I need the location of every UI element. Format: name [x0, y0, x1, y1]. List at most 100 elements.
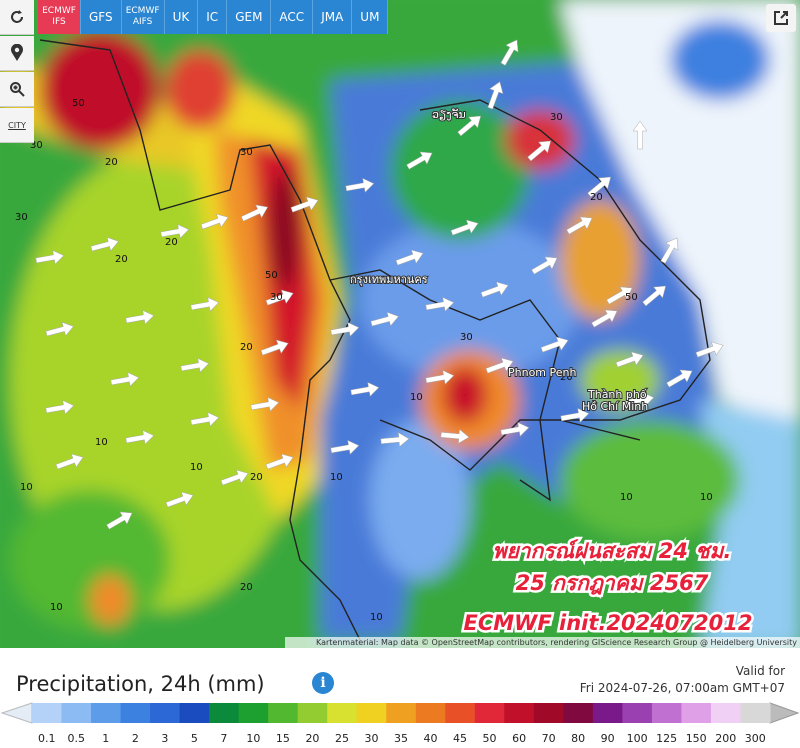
contour-label: 50: [625, 292, 638, 303]
location-button[interactable]: [0, 36, 34, 71]
wind-arrow: [90, 236, 119, 252]
wind-arrow: [660, 237, 679, 264]
wind-arrow: [250, 396, 280, 412]
scale-swatch: [120, 703, 151, 723]
scale-label: 100: [627, 732, 648, 745]
wind-arrow: [695, 341, 724, 358]
scale-swatch: [179, 703, 210, 723]
scale-label: 0.5: [68, 732, 86, 745]
place-label: Phnom Penh: [508, 366, 576, 379]
scale-swatch: [592, 703, 623, 723]
contour-labels: 30 50 20 30 20 20 10 10 20 30 50 30 10 20 10 20 10 10 30 30…: [15, 98, 713, 623]
contour-label: 30: [30, 140, 43, 151]
model-tab[interactable]: GEM: [227, 0, 272, 34]
model-tab[interactable]: UM: [352, 0, 389, 34]
scale-label: 150: [686, 732, 707, 745]
wind-arrow: [220, 469, 249, 486]
wind-arrow: [480, 281, 509, 298]
contour-label: 20: [250, 472, 263, 483]
scale-label: 40: [424, 732, 438, 745]
wind-arrow: [487, 81, 504, 110]
scale-arrow-left: [0, 702, 33, 724]
contour-label: 10: [700, 492, 713, 503]
scale-swatch: [563, 703, 594, 723]
contour-label: 10: [95, 437, 108, 448]
scale-swatch: [32, 703, 63, 723]
model-tab[interactable]: ACC: [271, 0, 314, 34]
info-button[interactable]: i: [312, 672, 334, 694]
scale-arrow-right: [769, 702, 800, 724]
wind-arrow: [615, 351, 644, 368]
model-tab[interactable]: IC: [198, 0, 228, 34]
wind-arrow: [440, 428, 470, 444]
scale-label: 30: [364, 732, 378, 745]
zoom-button[interactable]: [0, 72, 34, 107]
scale-swatch: [681, 703, 712, 723]
wind-arrow: [180, 357, 210, 373]
contour-label: 50: [265, 270, 278, 281]
wind-arrow: [666, 369, 693, 388]
contour-label: 20: [590, 192, 603, 203]
model-tab[interactable]: JMA: [313, 0, 353, 34]
contour-label: 10: [50, 602, 63, 613]
model-tab[interactable]: ECMWF IFS: [38, 0, 81, 34]
model-tab[interactable]: GFS: [81, 0, 122, 34]
contour-label: 10: [20, 482, 33, 493]
precip-field: [0, 0, 800, 648]
scale-label: 45: [453, 732, 467, 745]
wind-arrow: [265, 289, 294, 306]
contour-label: 20: [240, 582, 253, 593]
scale-label: 0.1: [38, 732, 56, 745]
scale-swatch: [504, 703, 535, 723]
wind-arrow: [160, 223, 190, 239]
wind-arrow: [55, 453, 84, 470]
overlay: พยากรณ์ฝนสะสม 24 ชม. 25 กรกฎาคม 2567 ECM…: [461, 537, 755, 638]
contour-label: 20: [115, 254, 128, 265]
scale-swatch: [710, 703, 741, 723]
scale-label: 300: [745, 732, 766, 745]
wind-arrow: [632, 120, 648, 150]
overlay-line: 25 กรกฎาคม 2567: [516, 571, 709, 595]
wind-arrow: [531, 256, 558, 275]
place-label: ວຽງຈັນ: [432, 108, 466, 121]
contour-label: 20: [165, 237, 178, 248]
share-button[interactable]: [766, 4, 796, 32]
scale-swatch: [622, 703, 653, 723]
scale-label: 2: [132, 732, 139, 745]
scale-swatch: [61, 703, 92, 723]
contour-label: 30: [460, 332, 473, 343]
scale-swatch: [356, 703, 387, 723]
scale-swatch: [238, 703, 269, 723]
refresh-button[interactable]: [0, 0, 34, 35]
scale-label: 5: [191, 732, 198, 745]
wind-arrow: [45, 321, 74, 337]
wind-arrow: [200, 213, 229, 230]
scale-swatch: [150, 703, 181, 723]
model-tab[interactable]: ECMWF AIFS: [121, 0, 165, 34]
wind-arrow: [265, 453, 294, 470]
place-label: กรุงเทพมหานคร: [350, 273, 428, 286]
scale-label: 35: [394, 732, 408, 745]
model-tab[interactable]: UK: [164, 0, 199, 34]
scale-label: 200: [715, 732, 736, 745]
scale-label: 10: [246, 732, 260, 745]
wind-arrow: [500, 421, 530, 437]
contour-label: 20: [105, 157, 118, 168]
scale-swatch: [209, 703, 240, 723]
wind-arrow: [625, 391, 655, 407]
overlay-line: ECMWF init.2024072012: [464, 611, 753, 635]
map[interactable]: 30 50 20 30 20 20 10 10 20 30 50 30 10 20 10 20 10 10 30 30…: [0, 0, 800, 648]
wind-arrow: [290, 196, 319, 213]
contour-label: 30: [240, 147, 253, 158]
scale-label: 90: [601, 732, 615, 745]
wind-arrow: [642, 285, 667, 307]
wind-arrow: [35, 249, 65, 265]
scale-label: 1: [102, 732, 109, 745]
wind-arrow: [457, 115, 482, 137]
location-icon: [11, 44, 23, 61]
contour-label: 30: [15, 212, 28, 223]
wind-arrow: [125, 429, 155, 445]
scale-label: 80: [571, 732, 585, 745]
share-icon: [774, 11, 788, 25]
city-button[interactable]: CITY: [0, 108, 34, 143]
